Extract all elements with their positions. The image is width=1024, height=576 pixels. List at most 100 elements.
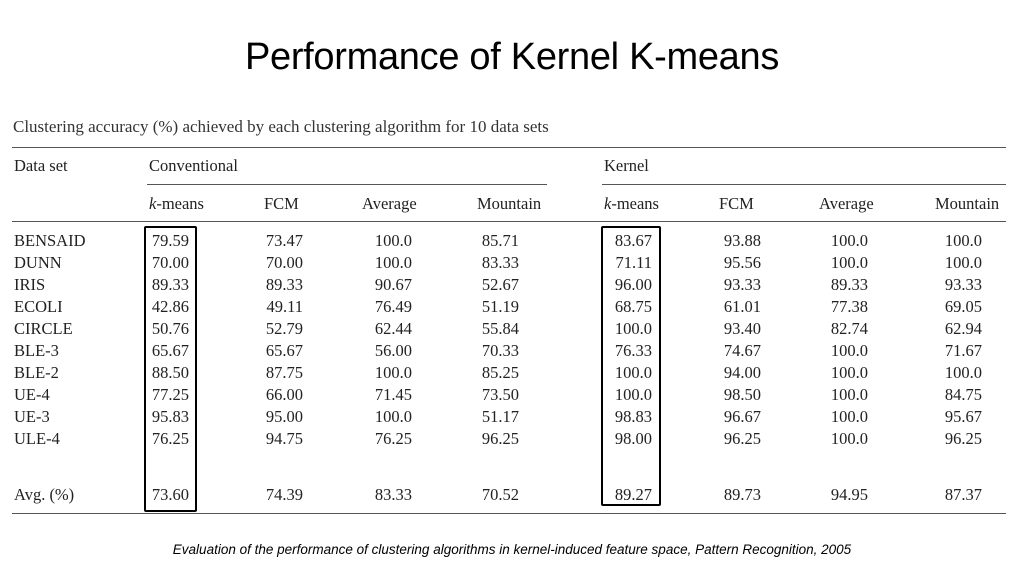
kernel-kmeans-cell: 100.0 bbox=[614, 363, 652, 382]
conv-mountain-cell: 83.33 bbox=[481, 253, 519, 272]
kernel-kmeans-cell: 71.11 bbox=[615, 253, 652, 272]
table-row-5-label: CIRCLE bbox=[14, 319, 73, 338]
conv-kmeans-cell: 95.83 bbox=[151, 407, 189, 426]
highlight-box-kernel-kmeans bbox=[601, 226, 661, 506]
kernel-kmeans-cell: 96.00 bbox=[614, 275, 652, 294]
kernel-kmeans-cell: 68.75 bbox=[614, 297, 652, 316]
conv-kmeans-cell: 79.59 bbox=[151, 231, 189, 250]
table-row-1-label: BENSAID bbox=[14, 231, 86, 250]
dataset-header: Data set bbox=[14, 156, 68, 175]
table-row-4-label: ECOLI bbox=[14, 297, 63, 316]
k-italic: k bbox=[149, 194, 157, 213]
conv-mountain-cell: 51.17 bbox=[481, 407, 519, 426]
conv-average-cell: 76.49 bbox=[374, 297, 412, 316]
kernel-fcm-cell: 61.01 bbox=[723, 297, 761, 316]
conv-fcm-cell: 66.00 bbox=[265, 385, 303, 404]
kernel-group-rule bbox=[602, 184, 1006, 185]
kernel-kmeans-cell: 83.67 bbox=[614, 231, 652, 250]
kernel-fcm-cell: 94.00 bbox=[723, 363, 761, 382]
avg-row-label: Avg. (%) bbox=[14, 485, 75, 504]
conv-fcm-cell: 95.00 bbox=[265, 407, 303, 426]
kernel-average-cell: 89.33 bbox=[830, 275, 868, 294]
kernel-average-cell: 82.74 bbox=[830, 319, 868, 338]
kernel-kmeans-cell: 98.00 bbox=[614, 429, 652, 448]
conv-fcm-cell: 74.39 bbox=[265, 485, 303, 504]
conventional-group-rule bbox=[147, 184, 547, 185]
conv-fcm-cell: 52.79 bbox=[265, 319, 303, 338]
conv-mountain-header: Mountain bbox=[477, 194, 542, 213]
conv-kmeans-cell: 76.25 bbox=[151, 429, 189, 448]
kernel-average-cell: 100.0 bbox=[830, 341, 868, 360]
conv-average-cell: 83.33 bbox=[374, 485, 412, 504]
kernel-kmeans-cell: 76.33 bbox=[614, 341, 652, 360]
highlight-box-conventional-kmeans bbox=[144, 226, 197, 512]
table-row-10-label: ULE-4 bbox=[14, 429, 60, 448]
conv-mountain-cell: 70.52 bbox=[481, 485, 519, 504]
conv-kmeans-cell: 73.60 bbox=[151, 485, 189, 504]
kernel-fcm-cell: 98.50 bbox=[723, 385, 761, 404]
conv-mountain-cell: 85.25 bbox=[481, 363, 519, 382]
kernel-average-cell: 100.0 bbox=[830, 429, 868, 448]
kernel-mountain-cell: 62.94 bbox=[944, 319, 982, 338]
conv-mountain-cell: 52.67 bbox=[481, 275, 519, 294]
kernel-fcm-cell: 96.67 bbox=[723, 407, 761, 426]
conventional-group-header: Conventional bbox=[149, 156, 238, 175]
conv-average-cell: 62.44 bbox=[374, 319, 412, 338]
kernel-average-cell: 100.0 bbox=[830, 363, 868, 382]
kmeans-suffix: -means bbox=[156, 194, 204, 213]
conv-fcm-cell: 73.47 bbox=[265, 231, 303, 250]
kernel-average-cell: 100.0 bbox=[830, 407, 868, 426]
kernel-mountain-cell: 87.37 bbox=[944, 485, 982, 504]
kernel-mountain-cell: 93.33 bbox=[944, 275, 982, 294]
conv-kmeans-header: k-means bbox=[149, 194, 204, 214]
conv-mountain-cell: 70.33 bbox=[481, 341, 519, 360]
slide-title: Performance of Kernel K-means bbox=[244, 36, 780, 78]
table-caption: Clustering accuracy (%) achieved by each… bbox=[13, 117, 549, 136]
kernel-fcm-cell: 93.40 bbox=[723, 319, 761, 338]
kernel-average-cell: 100.0 bbox=[830, 385, 868, 404]
conv-average-cell: 56.00 bbox=[374, 341, 412, 360]
kernel-kmeans-cell: 89.27 bbox=[614, 485, 652, 504]
conv-average-header: Average bbox=[362, 194, 417, 213]
conv-average-cell: 100.0 bbox=[374, 231, 412, 250]
conv-average-cell: 100.0 bbox=[374, 407, 412, 426]
conv-kmeans-cell: 77.25 bbox=[151, 385, 189, 404]
table-bottom-rule bbox=[12, 513, 1006, 514]
kernel-fcm-cell: 74.67 bbox=[723, 341, 761, 360]
kernel-fcm-cell: 93.88 bbox=[723, 231, 761, 250]
conv-kmeans-cell: 88.50 bbox=[151, 363, 189, 382]
conv-fcm-cell: 94.75 bbox=[265, 429, 303, 448]
kernel-mountain-cell: 69.05 bbox=[944, 297, 982, 316]
conv-fcm-cell: 65.67 bbox=[265, 341, 303, 360]
kernel-mountain-cell: 71.67 bbox=[944, 341, 982, 360]
conv-average-cell: 100.0 bbox=[374, 253, 412, 272]
kernel-average-cell: 100.0 bbox=[830, 253, 868, 272]
kernel-kmeans-cell: 100.0 bbox=[614, 385, 652, 404]
kernel-average-cell: 77.38 bbox=[830, 297, 868, 316]
table-top-rule bbox=[12, 147, 1006, 148]
table-row-7-label: BLE-2 bbox=[14, 363, 59, 382]
kernel-fcm-header: FCM bbox=[719, 194, 754, 213]
conv-fcm-cell: 70.00 bbox=[265, 253, 303, 272]
conv-kmeans-cell: 89.33 bbox=[151, 275, 189, 294]
kernel-average-cell: 94.95 bbox=[830, 485, 868, 504]
kernel-mountain-cell: 100.0 bbox=[944, 253, 982, 272]
header-bottom-rule bbox=[12, 221, 1006, 222]
conv-average-cell: 71.45 bbox=[374, 385, 412, 404]
kernel-group-header: Kernel bbox=[604, 156, 649, 175]
kernel-mountain-cell: 95.67 bbox=[944, 407, 982, 426]
source-footnote: Evaluation of the performance of cluster… bbox=[172, 542, 852, 557]
kernel-mountain-cell: 100.0 bbox=[944, 363, 982, 382]
conv-fcm-cell: 87.75 bbox=[265, 363, 303, 382]
conv-average-cell: 100.0 bbox=[374, 363, 412, 382]
conv-mountain-cell: 96.25 bbox=[481, 429, 519, 448]
conv-kmeans-cell: 42.86 bbox=[151, 297, 189, 316]
kernel-kmeans-cell: 98.83 bbox=[614, 407, 652, 426]
kernel-kmeans-cell: 100.0 bbox=[614, 319, 652, 338]
kernel-average-header: Average bbox=[819, 194, 874, 213]
kernel-fcm-cell: 89.73 bbox=[723, 485, 761, 504]
conv-fcm-cell: 49.11 bbox=[266, 297, 303, 316]
conv-average-cell: 76.25 bbox=[374, 429, 412, 448]
kernel-mountain-header: Mountain bbox=[935, 194, 1000, 213]
conv-mountain-cell: 55.84 bbox=[481, 319, 519, 338]
